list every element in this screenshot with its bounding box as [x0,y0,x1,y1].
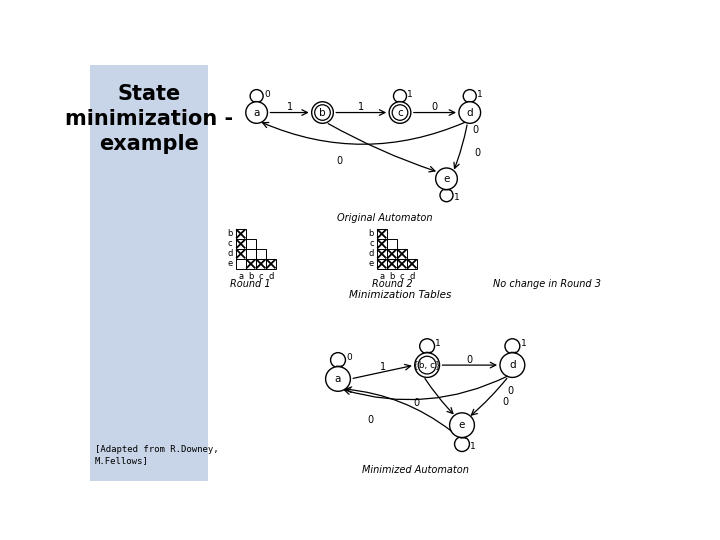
Text: c: c [369,239,374,248]
Bar [235,229,246,239]
Text: e: e [444,174,450,184]
Text: b: b [228,230,233,238]
Text: 0: 0 [337,156,343,166]
Text: a: a [379,272,384,281]
Circle shape [500,353,525,377]
Text: e: e [369,259,374,268]
Bar [377,229,387,239]
Text: d: d [410,272,415,281]
Bar [397,249,407,259]
Text: [Adapted from R.Downey,
M.Fellows]: [Adapted from R.Downey, M.Fellows] [94,446,218,465]
Circle shape [389,102,411,123]
Bar [387,249,397,259]
Bar [256,259,266,269]
Text: 1: 1 [379,362,386,372]
Bar [397,259,407,269]
Bar [246,249,256,259]
Text: 1: 1 [454,193,459,201]
Circle shape [415,353,439,377]
Text: c: c [228,239,233,248]
Circle shape [312,102,333,123]
Text: d: d [509,360,516,370]
Text: 0: 0 [264,90,270,99]
Text: Round 2: Round 2 [372,279,412,289]
Text: c: c [400,272,404,281]
Bar [377,249,387,259]
Bar [407,259,417,269]
Text: d: d [269,272,274,281]
Text: 0: 0 [346,353,352,362]
Text: State
minimization -
example: State minimization - example [65,84,233,153]
Text: d: d [228,249,233,258]
Text: d: d [467,107,473,118]
Text: b: b [390,272,395,281]
Text: a: a [335,374,341,384]
Text: Original Automaton: Original Automaton [337,213,432,224]
Text: b: b [248,272,253,281]
Text: {b, c}: {b, c} [413,361,441,369]
Circle shape [449,413,474,437]
Bar [387,239,397,249]
Text: 1: 1 [470,442,476,451]
Bar [90,65,208,481]
Text: c: c [258,272,264,281]
Text: b: b [319,107,326,118]
Text: e: e [228,259,233,268]
Text: 1: 1 [408,90,413,99]
Circle shape [459,102,481,123]
Circle shape [246,102,267,123]
Text: 0: 0 [467,355,473,365]
Bar [235,249,246,259]
Text: 0: 0 [432,102,438,112]
Text: 1: 1 [521,340,526,348]
Bar [377,259,387,269]
Bar [256,249,266,259]
Text: 1: 1 [436,340,441,348]
Text: a: a [253,107,260,118]
Text: d: d [368,249,374,258]
Bar [377,239,387,249]
Text: 0: 0 [413,397,420,408]
Text: Minimized Automaton: Minimized Automaton [362,465,469,475]
Circle shape [325,367,351,392]
Bar [246,239,256,249]
Text: e: e [459,420,465,430]
Text: 1: 1 [477,90,483,99]
Circle shape [436,168,457,190]
Text: 0: 0 [474,147,480,158]
Bar [246,259,256,269]
Text: 0: 0 [503,397,508,407]
Text: No change in Round 3: No change in Round 3 [493,279,601,289]
Text: 0: 0 [508,386,513,396]
Text: 0: 0 [367,415,374,425]
Text: c: c [397,107,403,118]
Text: b: b [368,230,374,238]
Text: Round 1: Round 1 [230,279,271,289]
Text: 1: 1 [358,102,364,112]
Bar [235,239,246,249]
Bar [235,259,246,269]
Bar [266,259,276,269]
Text: 1: 1 [287,102,292,112]
Text: 0: 0 [472,125,479,136]
Bar [387,259,397,269]
Text: Minimization Tables: Minimization Tables [348,291,451,300]
Text: a: a [238,272,243,281]
